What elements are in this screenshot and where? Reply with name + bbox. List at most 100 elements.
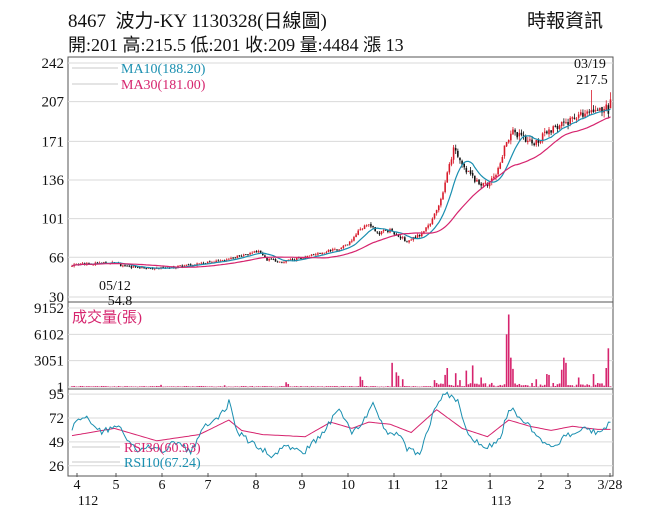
candle-body bbox=[370, 224, 372, 227]
candle-body bbox=[319, 252, 321, 254]
volume-bar bbox=[262, 386, 264, 387]
candle-body bbox=[344, 244, 347, 246]
candle-body bbox=[448, 164, 451, 173]
volume-bar bbox=[145, 386, 147, 387]
volume-bar bbox=[115, 386, 118, 388]
candle-body bbox=[531, 139, 533, 144]
volume-bar bbox=[285, 382, 287, 387]
candle-body bbox=[336, 249, 338, 251]
volume-bar bbox=[181, 386, 184, 388]
volume-bar bbox=[493, 385, 495, 387]
candle-body bbox=[584, 113, 586, 117]
volume-bar bbox=[323, 386, 326, 388]
candle-body bbox=[512, 129, 514, 135]
candle-body bbox=[495, 175, 497, 177]
candle-body bbox=[596, 109, 599, 111]
volume-bar bbox=[431, 386, 434, 388]
candle-body bbox=[543, 131, 546, 133]
candle-body bbox=[291, 259, 294, 261]
candle-body bbox=[327, 249, 330, 252]
volume-bar bbox=[467, 384, 470, 387]
candle-body bbox=[96, 262, 99, 264]
volume-bar bbox=[338, 386, 340, 388]
candle-body bbox=[437, 205, 440, 211]
candle-body bbox=[253, 251, 256, 253]
volume-bar bbox=[429, 386, 432, 387]
volume-bar bbox=[571, 385, 574, 387]
candle-body bbox=[605, 104, 608, 110]
candle-body bbox=[298, 257, 300, 259]
volume-bar bbox=[497, 385, 499, 387]
volume-bar bbox=[139, 386, 141, 387]
volume-bar bbox=[257, 386, 260, 387]
volume-bar bbox=[107, 386, 109, 387]
x-tick-label: 12 bbox=[434, 478, 448, 493]
volume-tick-label: 3051 bbox=[34, 354, 64, 370]
volume-bar bbox=[177, 386, 179, 387]
volume-bar bbox=[442, 383, 444, 387]
price-tick-label: 171 bbox=[42, 134, 65, 150]
volume-bar bbox=[389, 386, 391, 388]
candle-body bbox=[569, 117, 571, 124]
volume-bar bbox=[75, 386, 78, 388]
volume-bar bbox=[387, 386, 389, 387]
volume-bar bbox=[378, 386, 381, 388]
volume-bar bbox=[452, 385, 455, 387]
volume-bar bbox=[393, 386, 396, 387]
candle-body bbox=[586, 111, 588, 114]
candle-body bbox=[81, 263, 84, 265]
volume-bar bbox=[548, 374, 550, 387]
volume-bar bbox=[427, 386, 429, 387]
candle-body bbox=[245, 254, 247, 256]
volume-bar bbox=[399, 386, 402, 388]
volume-bar bbox=[126, 386, 128, 387]
volume-bar bbox=[580, 384, 582, 387]
candle-body bbox=[153, 268, 156, 270]
volume-bar bbox=[476, 383, 478, 387]
volume-bar bbox=[317, 386, 319, 387]
volume-bar bbox=[223, 385, 226, 387]
candle-body bbox=[348, 241, 351, 245]
volume-bar bbox=[211, 386, 213, 387]
volume-bar bbox=[543, 384, 546, 387]
candle-body bbox=[230, 257, 232, 259]
candle-body bbox=[435, 210, 438, 214]
volume-bar bbox=[81, 386, 84, 387]
volume-bar bbox=[474, 383, 476, 387]
volume-bar bbox=[440, 383, 442, 387]
volume-bar bbox=[586, 384, 588, 387]
candle-body bbox=[289, 259, 292, 261]
ohlc-summary: 開:201 高:215.5 低:201 收:209 量:4484 漲 13 bbox=[68, 35, 404, 55]
volume-bar bbox=[266, 386, 268, 387]
candle-body bbox=[520, 132, 523, 135]
candle-body bbox=[338, 249, 340, 251]
candle-body bbox=[482, 183, 485, 186]
candle-body bbox=[215, 260, 217, 263]
candle-body bbox=[128, 265, 131, 267]
candle-body bbox=[465, 168, 468, 173]
volume-bar bbox=[306, 386, 309, 387]
volume-bar bbox=[156, 385, 158, 387]
volume-bar bbox=[365, 386, 368, 387]
close-label: 收 bbox=[245, 35, 264, 55]
volume-bar bbox=[418, 386, 421, 388]
volume-bar bbox=[590, 386, 593, 388]
candle-body bbox=[469, 170, 472, 174]
candle-body bbox=[151, 268, 154, 270]
volume-bar bbox=[153, 386, 156, 387]
volume-tick-label: 6102 bbox=[34, 327, 64, 343]
volume-bar bbox=[270, 386, 273, 387]
candle-body bbox=[376, 231, 379, 233]
volume-bar bbox=[215, 386, 217, 388]
x-tick-label: 5 bbox=[113, 478, 120, 493]
volume-bar bbox=[94, 386, 97, 387]
candle-body bbox=[355, 234, 357, 238]
volume-bar bbox=[484, 383, 487, 387]
volume-bar bbox=[251, 386, 253, 387]
candle-body bbox=[312, 254, 315, 256]
candle-body bbox=[71, 266, 73, 267]
candle-body bbox=[206, 261, 209, 264]
high-annotation-date: 03/19 bbox=[574, 57, 606, 72]
volume-bar bbox=[370, 386, 372, 387]
candle-body bbox=[444, 182, 446, 193]
